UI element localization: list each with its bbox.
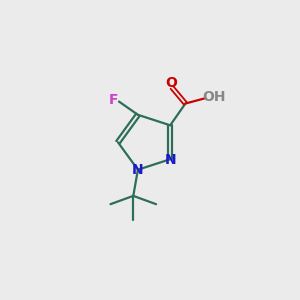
Text: N: N	[131, 164, 143, 177]
Text: OH: OH	[202, 90, 226, 104]
Text: F: F	[109, 93, 119, 107]
Text: O: O	[165, 76, 177, 90]
Text: N: N	[165, 153, 177, 167]
